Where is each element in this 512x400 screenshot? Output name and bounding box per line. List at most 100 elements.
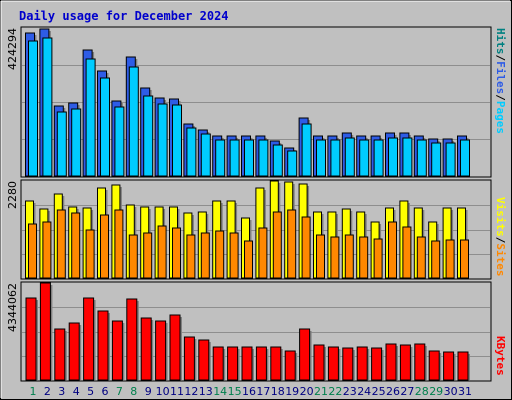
- bar-kbytes-day-20: [299, 328, 311, 381]
- bar-pages-day-3: [56, 111, 67, 177]
- bar-kbytes-day-1: [25, 297, 37, 381]
- bar-kbytes-day-22: [327, 346, 339, 381]
- day-label-6: 6: [102, 385, 109, 398]
- day-label-15: 15: [228, 385, 242, 398]
- day-label-7: 7: [116, 385, 123, 398]
- bar-kbytes-day-4: [68, 322, 80, 381]
- day-label-11: 11: [170, 385, 184, 398]
- day-label-9: 9: [145, 385, 152, 398]
- bar-pages-day-12: [186, 127, 197, 177]
- bar-kbytes-day-2: [39, 282, 51, 381]
- bar-pages-day-10: [157, 103, 168, 177]
- bar-sites-day-11: [172, 227, 181, 279]
- day-label-12: 12: [184, 385, 198, 398]
- day-label-30: 30: [444, 385, 458, 398]
- day-label-31: 31: [458, 385, 472, 398]
- bar-sites-day-19: [287, 209, 297, 279]
- day-label-5: 5: [87, 385, 94, 398]
- legend-files: Files: [494, 61, 507, 94]
- bar-kbytes-day-30: [443, 351, 455, 381]
- bar-sites-day-21: [316, 234, 325, 279]
- day-label-25: 25: [372, 385, 386, 398]
- bar-pages-day-7: [114, 106, 125, 177]
- y-max-label-bottom: 4344062: [6, 283, 19, 332]
- bar-sites-day-1: [28, 223, 37, 279]
- day-label-16: 16: [242, 385, 256, 398]
- bar-kbytes-day-29: [428, 350, 440, 381]
- day-label-27: 27: [400, 385, 414, 398]
- bar-kbytes-day-24: [356, 346, 368, 381]
- bar-pages-day-15: [229, 139, 240, 177]
- bar-kbytes-day-10: [155, 320, 167, 381]
- bar-kbytes-day-6: [97, 310, 109, 381]
- bar-pages-day-27: [402, 137, 413, 177]
- legend-sep-3: /: [494, 237, 507, 244]
- bar-pages-day-9: [143, 95, 154, 177]
- svg-text:Hits/Files/Pages: Hits/Files/Pages: [494, 28, 507, 134]
- day-label-19: 19: [285, 385, 299, 398]
- day-label-22: 22: [328, 385, 342, 398]
- day-label-26: 26: [386, 385, 400, 398]
- bar-sites-day-13: [200, 232, 210, 279]
- bar-kbytes-day-7: [111, 320, 123, 381]
- day-label-29: 29: [429, 385, 443, 398]
- bar-pages-day-24: [359, 139, 370, 177]
- bar-pages-day-29: [431, 142, 442, 177]
- bar-kbytes-day-14: [212, 346, 224, 381]
- day-label-23: 23: [343, 385, 357, 398]
- bar-kbytes-day-13: [198, 339, 210, 381]
- bar-sites-day-10: [157, 225, 167, 279]
- legend-sep-1: /: [494, 55, 507, 62]
- bar-sites-day-9: [143, 232, 153, 279]
- bar-kbytes-day-31: [457, 351, 469, 381]
- bar-kbytes-day-19: [284, 350, 296, 381]
- bar-sites-day-26: [388, 221, 397, 279]
- bar-sites-day-4: [71, 212, 81, 279]
- bar-pages-day-6: [100, 77, 110, 177]
- bar-pages-day-30: [445, 142, 456, 177]
- legend-kbytes: KBytes: [494, 336, 507, 376]
- bar-sites-day-17: [258, 227, 268, 279]
- bar-sites-day-6: [100, 214, 109, 279]
- bar-sites-day-18: [272, 211, 282, 279]
- bar-kbytes-day-18: [270, 346, 282, 381]
- bar-sites-day-8: [128, 234, 138, 279]
- bar-sites-day-31: [460, 239, 469, 279]
- legend-pages: Pages: [494, 101, 507, 134]
- bar-kbytes-day-15: [227, 346, 239, 381]
- bar-pages-day-26: [388, 137, 398, 177]
- legend-bottom: KBytes: [494, 336, 507, 376]
- bar-sites-day-2: [42, 221, 52, 279]
- bar-pages-day-20: [301, 123, 312, 177]
- day-label-17: 17: [256, 385, 270, 398]
- bar-kbytes-day-11: [169, 314, 181, 381]
- legend-middle: Visits/Sites: [494, 197, 507, 277]
- bar-kbytes-day-5: [83, 297, 95, 381]
- bar-pages-day-2: [42, 37, 53, 177]
- bar-pages-day-11: [172, 104, 182, 177]
- bar-kbytes-day-26: [385, 343, 397, 381]
- day-label-14: 14: [213, 385, 227, 398]
- bar-pages-day-18: [272, 144, 283, 177]
- bar-pages-day-5: [85, 58, 96, 177]
- bar-kbytes-day-27: [399, 344, 411, 381]
- day-label-20: 20: [300, 385, 314, 398]
- bar-sites-day-28: [416, 236, 426, 279]
- svg-text:Visits/Sites: Visits/Sites: [494, 197, 507, 277]
- day-label-2: 2: [44, 385, 51, 398]
- bar-sites-day-12: [186, 234, 196, 279]
- bar-sites-day-22: [330, 236, 340, 279]
- legend-hits: Hits: [494, 28, 507, 55]
- bar-sites-day-23: [344, 234, 354, 279]
- day-label-8: 8: [130, 385, 137, 398]
- legend-visits: Visits: [494, 197, 507, 237]
- bar-pages-day-14: [215, 139, 226, 177]
- chart-title: Daily usage for December 2024: [19, 9, 229, 23]
- bar-pages-day-8: [128, 66, 139, 177]
- svg-text:KBytes: KBytes: [494, 336, 507, 376]
- bar-sites-day-15: [229, 232, 239, 279]
- bar-kbytes-day-21: [313, 344, 325, 381]
- bar-sites-day-29: [431, 240, 441, 279]
- bar-pages-day-31: [460, 139, 470, 177]
- bar-pages-day-13: [200, 133, 211, 177]
